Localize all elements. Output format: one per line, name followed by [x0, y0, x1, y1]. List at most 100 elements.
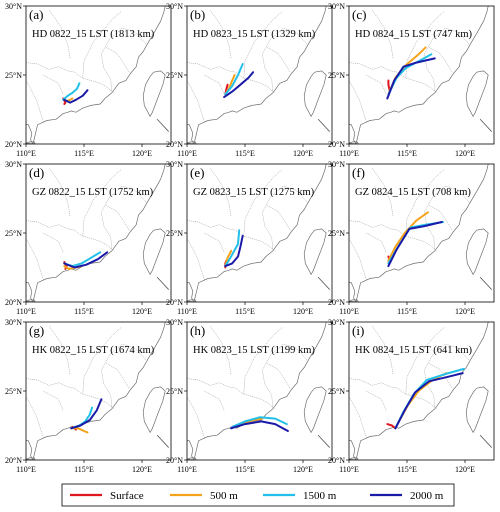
- y-tick-label: 30°N: [5, 2, 22, 11]
- panel-label: (g): [29, 323, 44, 338]
- province-border: [266, 47, 291, 73]
- province-border: [349, 220, 438, 252]
- track-2000m: [394, 372, 464, 430]
- x-tick-label: 110°E: [339, 149, 359, 158]
- taiwan-outline: [465, 386, 489, 434]
- panel-label: (c): [352, 7, 366, 22]
- panel-label: (e): [190, 165, 204, 180]
- province-border: [428, 205, 453, 231]
- track-1500m: [224, 63, 244, 96]
- y-tick-label: 30°N: [328, 318, 345, 327]
- x-tick-label: 120°E: [455, 149, 475, 158]
- map-base: [349, 6, 492, 144]
- y-tick-label: 25°N: [328, 229, 345, 238]
- panel-title: HK 0824_15 LST (641 km): [355, 345, 473, 356]
- legend-box: [61, 483, 455, 507]
- panel-d: 110°E 115°E 120°E 30°N 25°N 20°N (d) GZ 0822_15…: [5, 160, 172, 316]
- x-tick-label: 120°E: [455, 307, 475, 316]
- panel-b: 110°E 115°E 120°E 30°N 25°N 20°N (b) HD 0823_15…: [166, 2, 333, 158]
- province-border: [262, 27, 308, 92]
- province-border: [243, 11, 283, 78]
- track-2000m: [386, 57, 436, 100]
- province-border: [26, 220, 115, 252]
- y-tick-label: 20°N: [166, 456, 183, 465]
- map-inset-tick: [479, 118, 492, 132]
- y-tick-label: 25°N: [328, 387, 345, 396]
- x-tick-label: 110°E: [339, 465, 359, 474]
- province-border: [405, 327, 445, 394]
- x-tick-label: 115°E: [235, 149, 255, 158]
- province-border: [82, 169, 122, 236]
- track-surface: [387, 79, 391, 92]
- legend-label: 2000 m: [410, 490, 444, 502]
- taiwan-outline: [142, 386, 166, 434]
- province-border: [105, 47, 130, 73]
- province-border: [204, 232, 225, 253]
- trajectories: [223, 63, 255, 99]
- province-border: [187, 62, 276, 94]
- province-border: [243, 169, 283, 236]
- panel-title: GZ 0823_15 LST (1275 km): [193, 187, 315, 198]
- taiwan-outline: [465, 228, 489, 276]
- taiwan-outline: [303, 386, 327, 434]
- map-base: [26, 6, 169, 144]
- y-tick-label: 20°N: [5, 140, 22, 149]
- y-tick-label: 25°N: [166, 229, 183, 238]
- province-border: [43, 74, 64, 95]
- x-tick-label: 110°E: [177, 465, 197, 474]
- province-border: [187, 378, 276, 410]
- x-tick-label: 120°E: [293, 465, 313, 474]
- province-border: [204, 74, 225, 95]
- trajectories: [62, 82, 89, 105]
- province-border: [105, 205, 130, 231]
- coastline: [187, 164, 327, 302]
- province-border: [187, 238, 205, 280]
- panel-frame: [348, 5, 495, 145]
- taiwan-outline: [142, 228, 166, 276]
- y-tick-label: 30°N: [5, 160, 22, 169]
- panel-title: HD 0823_15 LST (1329 km): [193, 29, 316, 40]
- x-tick-label: 120°E: [293, 307, 313, 316]
- y-tick-label: 25°N: [5, 387, 22, 396]
- province-border: [405, 11, 445, 78]
- trajectories: [230, 416, 289, 432]
- panel-a: 110°E 115°E 120°E 30°N 25°N 20°N (a) HD 0822_15…: [5, 2, 172, 158]
- x-tick-label: 120°E: [293, 149, 313, 158]
- map-inset-tick: [317, 118, 330, 132]
- taiwan-outline: [142, 70, 166, 118]
- province-border: [204, 390, 225, 411]
- panel-frame: [186, 5, 333, 145]
- taiwan-outline: [303, 228, 327, 276]
- x-tick-label: 110°E: [16, 465, 36, 474]
- track-2000m: [63, 89, 89, 104]
- track-1500m: [231, 416, 288, 428]
- province-border: [366, 390, 387, 411]
- coastline: [349, 322, 489, 460]
- panel-title: HD 0822_15 LST (1813 km): [32, 29, 155, 40]
- province-border: [371, 167, 394, 217]
- map-inset-tick: [317, 276, 330, 290]
- panel-frame: [348, 321, 495, 461]
- trajectories: [63, 251, 109, 270]
- province-border: [187, 80, 205, 122]
- province-border: [43, 232, 64, 253]
- province-border: [266, 363, 291, 389]
- province-border: [262, 343, 308, 408]
- trajectories: [224, 229, 244, 269]
- x-tick-label: 115°E: [74, 149, 94, 158]
- province-border: [48, 9, 71, 59]
- panel-i: 110°E 115°E 120°E 30°N 25°N 20°N (i) HK 0824_15…: [328, 318, 495, 474]
- trajectories: [386, 46, 436, 100]
- coastline: [26, 164, 166, 302]
- province-border: [209, 325, 232, 375]
- track-1500m: [63, 251, 102, 268]
- track-1500m: [394, 367, 465, 430]
- panel-h: 110°E 115°E 120°E 30°N 25°N 20°N (h) HK 0823_15…: [166, 318, 333, 474]
- province-border: [405, 169, 445, 236]
- panel-label: (d): [29, 165, 44, 180]
- province-border: [266, 205, 291, 231]
- panel-e: 110°E 115°E 120°E 30°N 25°N 20°N (e) GZ 0823_15…: [166, 160, 333, 316]
- province-border: [187, 220, 276, 252]
- panel-label: (i): [352, 323, 364, 338]
- panel-label: (h): [190, 323, 205, 338]
